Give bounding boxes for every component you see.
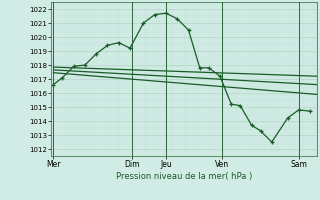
X-axis label: Pression niveau de la mer( hPa ): Pression niveau de la mer( hPa ) [116, 172, 252, 181]
